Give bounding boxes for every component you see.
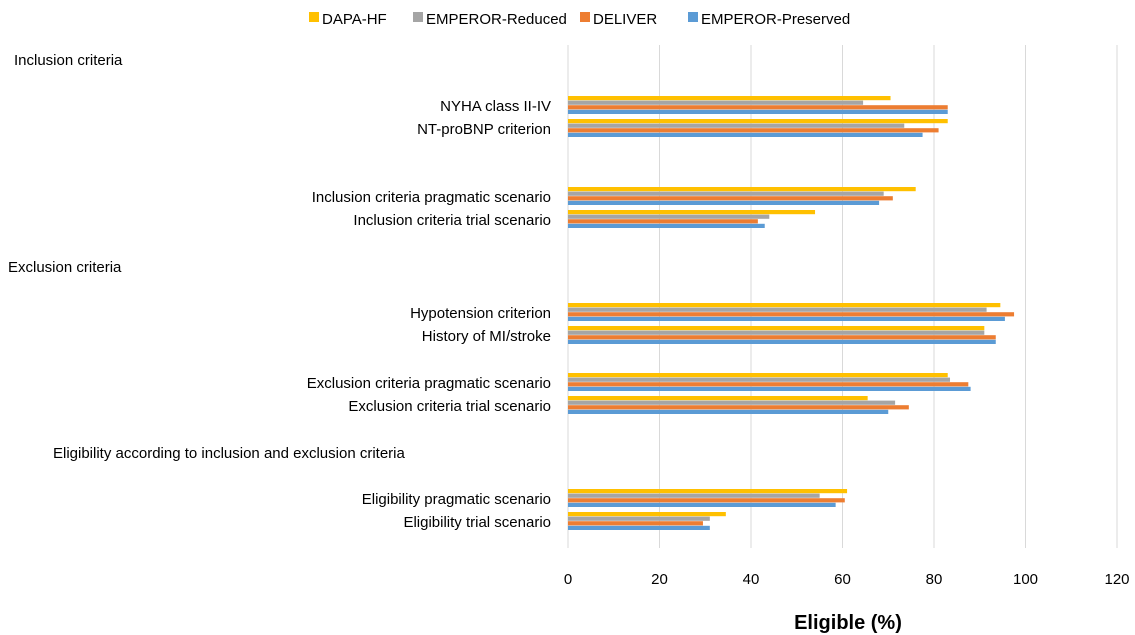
category-label: Exclusion criteria trial scenario bbox=[348, 398, 551, 415]
section-labels: Inclusion criteria Exclusion criteria Elig… bbox=[8, 52, 405, 462]
bar-deliver bbox=[568, 105, 948, 110]
category-label: NYHA class II-IV bbox=[440, 98, 551, 115]
x-axis-title: Eligible (%) bbox=[794, 612, 902, 634]
category-label: Eligibility pragmatic scenario bbox=[362, 491, 551, 508]
x-tick-label: 0 bbox=[564, 571, 572, 588]
section-label: Inclusion criteria bbox=[14, 52, 123, 69]
bar-dapa-hf bbox=[568, 373, 948, 378]
x-tick-labels: 0 20 40 60 80 100 120 bbox=[564, 571, 1130, 588]
bar-emperor-reduced bbox=[568, 191, 884, 196]
bar-emperor-preserved bbox=[568, 409, 889, 414]
bar-dapa-hf bbox=[568, 96, 891, 101]
bar-emperor-reduced bbox=[568, 516, 710, 521]
section-label: Eligibility according to inclusion and e… bbox=[53, 445, 405, 462]
bar-emperor-preserved bbox=[568, 132, 923, 137]
x-tick-label: 40 bbox=[743, 571, 760, 588]
bar-dapa-hf bbox=[568, 512, 726, 517]
bar-dapa-hf bbox=[568, 326, 985, 331]
bar-deliver bbox=[568, 196, 893, 201]
bar-emperor-preserved bbox=[568, 109, 948, 114]
bar-emperor-reduced bbox=[568, 400, 896, 405]
bar-emperor-reduced bbox=[568, 123, 905, 128]
bar-dapa-hf bbox=[568, 210, 816, 215]
x-tick-label: 60 bbox=[834, 571, 851, 588]
bar-emperor-reduced bbox=[568, 377, 951, 382]
bar-emperor-preserved bbox=[568, 223, 765, 228]
bar-deliver bbox=[568, 312, 1015, 317]
bar-deliver bbox=[568, 498, 845, 503]
category-label: Eligibility trial scenario bbox=[403, 514, 551, 531]
bar-deliver bbox=[568, 128, 939, 133]
x-tick-label: 80 bbox=[926, 571, 943, 588]
legend-label: DAPA-HF bbox=[322, 11, 387, 28]
bar-emperor-reduced bbox=[568, 307, 987, 312]
bar-emperor-preserved bbox=[568, 502, 836, 507]
bar-deliver bbox=[568, 405, 909, 410]
bar-emperor-reduced bbox=[568, 100, 864, 105]
bar-dapa-hf bbox=[568, 187, 916, 192]
category-label: NT-proBNP criterion bbox=[417, 121, 551, 138]
category-label: Inclusion criteria pragmatic scenario bbox=[312, 189, 551, 206]
bar-dapa-hf bbox=[568, 303, 1001, 308]
bar-dapa-hf bbox=[568, 119, 948, 124]
bar-deliver bbox=[568, 382, 969, 387]
section-label: Exclusion criteria bbox=[8, 259, 122, 276]
category-labels: NYHA class II-IV NT-proBNP criterion Inclu… bbox=[307, 98, 551, 531]
bar-emperor-preserved bbox=[568, 339, 996, 344]
bars bbox=[568, 96, 1015, 530]
bar-emperor-reduced bbox=[568, 493, 820, 498]
bar-dapa-hf bbox=[568, 396, 868, 401]
legend-label: EMPEROR-Reduced bbox=[426, 11, 567, 28]
bar-emperor-preserved bbox=[568, 386, 971, 391]
category-label: Inclusion criteria trial scenario bbox=[353, 212, 551, 229]
legend-label: EMPEROR-Preserved bbox=[701, 11, 850, 28]
category-label: History of MI/stroke bbox=[422, 328, 551, 345]
x-tick-label: 120 bbox=[1104, 571, 1129, 588]
bar-emperor-preserved bbox=[568, 200, 880, 205]
x-tick-label: 100 bbox=[1013, 571, 1038, 588]
legend-swatch bbox=[580, 12, 590, 22]
legend-label: DELIVER bbox=[593, 11, 657, 28]
bar-emperor-preserved bbox=[568, 525, 710, 530]
bar-deliver bbox=[568, 521, 703, 526]
legend: DAPA-HF EMPEROR-Reduced DELIVER EMPEROR-Pre… bbox=[309, 11, 850, 28]
category-label: Exclusion criteria pragmatic scenario bbox=[307, 375, 551, 392]
legend-swatch bbox=[688, 12, 698, 22]
x-tick-label: 20 bbox=[651, 571, 668, 588]
legend-swatch bbox=[413, 12, 423, 22]
bar-deliver bbox=[568, 335, 996, 340]
legend-swatch bbox=[309, 12, 319, 22]
bar-dapa-hf bbox=[568, 489, 848, 494]
category-label: Hypotension criterion bbox=[410, 305, 551, 322]
bar-emperor-reduced bbox=[568, 330, 985, 335]
bar-emperor-preserved bbox=[568, 316, 1005, 321]
bar-deliver bbox=[568, 219, 758, 224]
bar-emperor-reduced bbox=[568, 214, 770, 219]
